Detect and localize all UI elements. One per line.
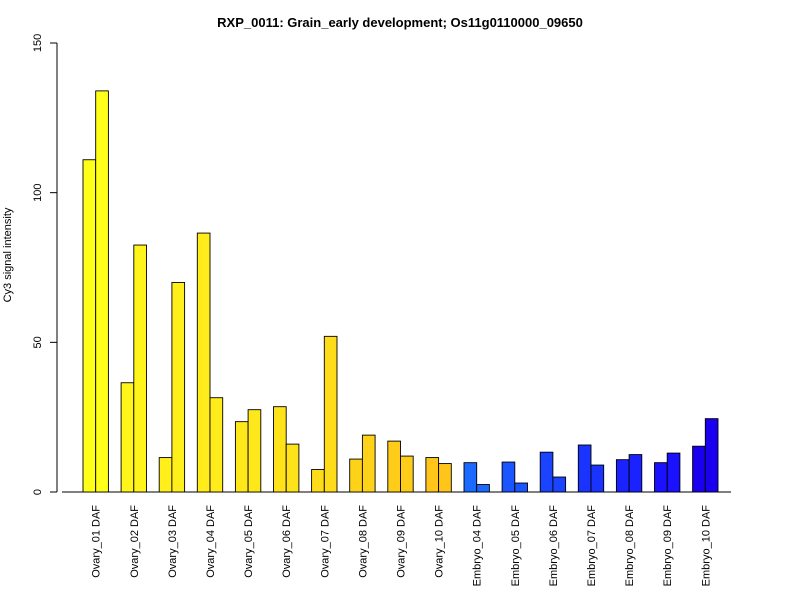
bar [323,335,338,493]
bar [476,484,490,493]
bar [209,397,224,493]
bar [387,440,401,493]
bar [361,434,376,493]
bar [692,445,706,493]
bar [539,451,554,493]
x-tick-label: Embryo_04 DAF [472,505,484,587]
bar [654,462,668,493]
y-tick-label: 0 [32,489,44,495]
bar [628,454,643,493]
bar [590,464,605,493]
x-tick-label: Ovary_05 DAF [243,505,255,578]
bar [311,469,325,493]
bar [577,444,592,493]
x-tick-label: Embryo_09 DAF [662,505,674,587]
bar [234,421,249,493]
bar [120,382,135,493]
bar [438,463,452,493]
bar [552,476,567,493]
bar [82,159,97,493]
y-tick-label: 50 [32,336,44,348]
x-tick-label: Ovary_02 DAF [129,505,141,578]
bar [615,459,630,493]
bar [704,418,719,493]
bar [285,443,300,493]
x-tick-label: Embryo_05 DAF [510,505,522,587]
x-tick-label: Ovary_01 DAF [91,505,103,578]
x-tick-label: Embryo_10 DAF [700,505,712,587]
y-tick-label: 100 [32,183,44,201]
y-axis: 0 50 100 150 [32,34,58,495]
bar [196,232,211,493]
chart-title: RXP_0011: Grain_early development; Os11g… [217,15,583,30]
x-tick-label: Ovary_09 DAF [396,505,408,578]
bar [425,457,440,493]
bar [666,452,681,493]
bar [95,90,109,493]
bar [463,462,478,493]
x-tick-label: Embryo_06 DAF [548,505,560,587]
x-tick-label: Ovary_10 DAF [434,505,446,578]
x-tick-label: Ovary_03 DAF [167,505,179,578]
bar [514,482,528,493]
bar [501,461,516,493]
x-tick-label: Embryo_07 DAF [586,505,598,587]
bar [349,458,363,493]
bar [247,409,262,493]
bar [400,455,414,493]
x-tick-label: Ovary_08 DAF [357,505,369,578]
bar [158,457,173,493]
x-tick-label: Embryo_08 DAF [624,505,636,587]
bar [133,244,147,493]
bars-group [82,90,719,493]
x-tick-label: Ovary_04 DAF [205,505,217,578]
x-tick-labels: Ovary_01 DAF Ovary_02 DAF Ovary_03 DAF Ovar… [91,505,713,587]
y-tick-label: 150 [32,34,44,52]
y-axis-label: Cy3 signal intensity [2,207,14,302]
x-tick-label: Ovary_07 DAF [319,505,331,578]
bar [273,406,287,493]
x-tick-label: Ovary_06 DAF [281,505,293,578]
bar [171,282,186,493]
